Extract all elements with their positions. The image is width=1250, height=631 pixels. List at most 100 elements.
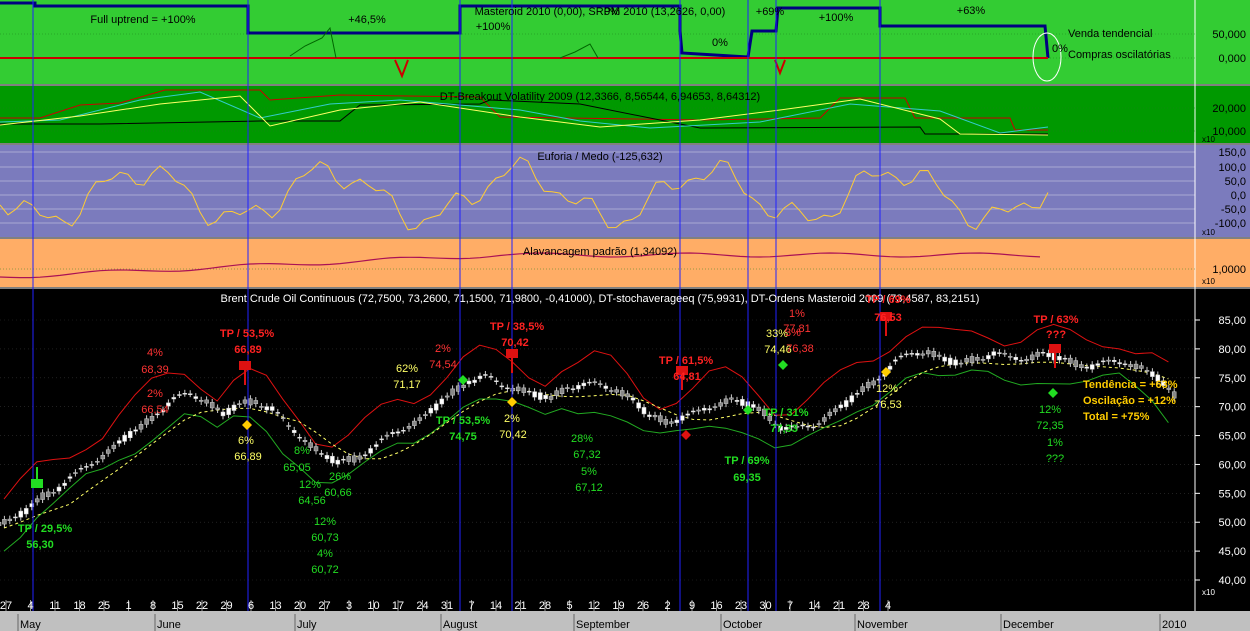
candle-body [56,486,62,492]
date-tick-label: 22 [196,600,208,612]
candle-body [756,406,762,411]
euforia-tick-label: -50,0 [1221,204,1246,216]
candle-body [980,359,986,361]
euforia-line [0,156,1049,231]
signal-diamond [778,360,788,370]
trade-annotation: 65,05 [283,462,311,474]
month-label: August [443,619,477,631]
date-tick-label: 21 [514,600,526,612]
candle-body [565,387,570,389]
date-tick-label: 17 [392,600,404,612]
candle-body [1084,366,1090,369]
candle-body [1161,380,1166,386]
breakout-tick-label: 10,000 [1212,126,1246,138]
trade-annotation: 66,89 [234,451,262,463]
signal-vertical-lines [32,0,881,611]
candle-body [324,455,330,460]
candle-body [275,412,281,414]
candle-body [647,414,652,417]
trade-annotation: TP / 61,5% [659,355,713,367]
date-tick-label: 14 [808,600,820,612]
trade-annotation: TP / 29,5% [18,523,72,535]
srpm-dips [394,59,786,79]
candle-body [308,442,313,448]
candle-body [488,376,494,378]
candle-body [171,397,177,400]
breakout-axis-bg [1195,86,1250,143]
candle-body [67,476,73,479]
candle-body [849,395,855,403]
candle-body [330,455,335,464]
signal-diamond [507,397,517,407]
trade-annotation: 76,53 [874,399,902,411]
trade-annotations: TP / 29,5% 56,30 4% 68,39 2% 66,54 TP / 53,5% 6… [18,294,1079,576]
candle-body [936,354,942,357]
euforia-tick-label: 150,0 [1218,147,1246,159]
alavancagem-panel [0,239,1195,287]
trade-annotation: 72,35 [1036,420,1064,432]
candle-body [909,353,915,355]
trade-annotation: 33% [766,328,788,340]
summary-oscilacao: Oscilação = +12% [1083,395,1176,407]
candle-body [554,390,559,396]
trade-annotation: 70,42 [501,337,529,349]
candle-body [707,408,712,411]
candle-body [89,464,95,466]
date-tick-label: 4 [27,600,33,612]
candle-body [942,356,947,362]
trade-annotation: TP / 31% [763,407,808,419]
trade-annotation: 1% [1047,437,1063,449]
candle-body [84,466,89,468]
breakout-scale-tag: x10 [1202,135,1215,144]
candle-body [335,459,341,465]
candle-body [740,399,745,406]
candle-body [7,518,13,522]
candle-body [751,404,756,408]
candle-body [1100,360,1106,363]
summary-tendencia: Tendência = +63% [1083,379,1178,391]
signal-flag [239,361,251,370]
candle-body [177,394,182,396]
candle-body [625,393,630,398]
signal-diamond [743,405,753,415]
candle-body [827,411,833,416]
trade-annotation: TP / 53,5% [220,328,274,340]
date-tick-label: 5 [566,600,572,612]
candle-body [149,416,155,421]
alavancagem-scale-tag: x10 [1202,277,1215,286]
candle-body [876,378,882,381]
candle-body [603,385,609,389]
candle-body [641,407,647,415]
candle-body [619,390,625,397]
trade-annotation: 74,54 [429,359,457,371]
candle-body [592,381,598,383]
date-tick-label: 9 [689,600,695,612]
candle-body [379,438,384,441]
trade-annotation: 66,89 [234,344,262,356]
candle-body [811,426,816,429]
candle-body [1073,360,1079,368]
trade-annotation: 8% [294,445,310,457]
trade-annotation: 2% [435,343,451,355]
candle-body [1007,356,1013,358]
candle-body [105,449,111,454]
legend-compras: Compras oscilatórias [1068,49,1171,61]
candle-body [18,510,24,518]
month-label: July [297,619,317,631]
candle-body [521,387,527,393]
candle-body [182,393,188,395]
candle-body [401,429,406,432]
candle-body [986,355,991,360]
trade-annotation: 66,54 [141,404,169,416]
signal-flag [1049,344,1061,353]
date-tick-label: 6 [248,600,254,612]
candle-body [548,396,554,400]
masteroid-label-0b: 0% [604,6,620,18]
candle-body [767,415,773,421]
trade-annotation: 1% [789,308,805,320]
candle-body [499,385,505,388]
candle-body [532,391,537,398]
price-tick-label: 65,00 [1218,431,1246,443]
